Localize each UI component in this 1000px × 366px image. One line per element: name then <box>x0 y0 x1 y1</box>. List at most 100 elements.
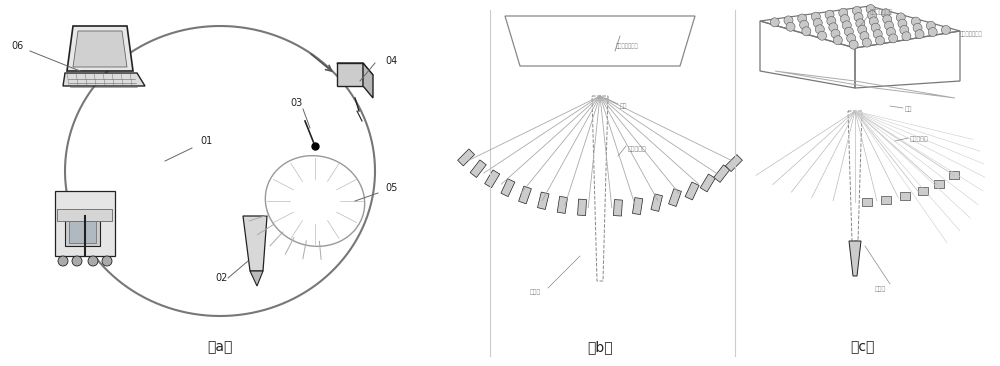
Circle shape <box>928 27 937 37</box>
Text: 成像平面大范围: 成像平面大范围 <box>960 31 983 37</box>
Circle shape <box>856 19 865 28</box>
Circle shape <box>825 10 834 19</box>
Circle shape <box>88 256 98 266</box>
Circle shape <box>844 27 853 36</box>
Polygon shape <box>725 154 742 172</box>
Circle shape <box>852 7 861 15</box>
Text: 成像阵元组: 成像阵元组 <box>628 146 647 152</box>
Circle shape <box>72 256 82 266</box>
Circle shape <box>915 30 924 39</box>
Polygon shape <box>700 174 715 192</box>
Circle shape <box>786 22 795 31</box>
Circle shape <box>896 13 905 22</box>
Polygon shape <box>578 199 587 216</box>
Polygon shape <box>651 194 663 212</box>
Polygon shape <box>250 271 263 286</box>
Circle shape <box>873 30 882 38</box>
Polygon shape <box>63 73 145 86</box>
Bar <box>55 191 115 256</box>
Circle shape <box>833 36 842 45</box>
Circle shape <box>770 18 779 27</box>
Circle shape <box>883 15 892 24</box>
Text: 发射: 发射 <box>905 107 912 112</box>
Circle shape <box>815 25 824 34</box>
Circle shape <box>827 16 836 26</box>
Circle shape <box>849 40 858 49</box>
Circle shape <box>941 26 950 34</box>
Text: 发射: 发射 <box>620 104 628 109</box>
Polygon shape <box>501 179 515 197</box>
Polygon shape <box>685 182 699 200</box>
Circle shape <box>818 31 827 40</box>
Text: 05: 05 <box>385 183 397 193</box>
Circle shape <box>813 18 822 27</box>
Circle shape <box>831 29 840 38</box>
Polygon shape <box>363 63 373 98</box>
Bar <box>57 209 112 221</box>
Circle shape <box>876 36 885 45</box>
Text: 成像束: 成像束 <box>530 290 541 295</box>
Polygon shape <box>613 199 622 216</box>
Circle shape <box>840 15 849 23</box>
Text: （a）: （a） <box>207 340 233 354</box>
Polygon shape <box>949 171 959 179</box>
Bar <box>65 216 100 246</box>
Circle shape <box>798 14 807 23</box>
Text: （c）: （c） <box>850 340 874 354</box>
Circle shape <box>802 27 811 36</box>
Polygon shape <box>243 216 267 271</box>
Text: 成像束: 成像束 <box>875 287 886 292</box>
Circle shape <box>58 256 68 266</box>
Polygon shape <box>337 63 373 75</box>
Circle shape <box>842 21 851 30</box>
Circle shape <box>862 38 871 47</box>
Polygon shape <box>849 241 861 276</box>
Polygon shape <box>881 196 891 203</box>
Text: 06: 06 <box>12 41 24 51</box>
Polygon shape <box>934 180 944 188</box>
Circle shape <box>858 25 867 34</box>
Circle shape <box>902 32 911 41</box>
Text: 03: 03 <box>290 98 302 108</box>
Text: 02: 02 <box>215 273 227 283</box>
Polygon shape <box>470 160 486 178</box>
Circle shape <box>784 16 793 25</box>
Circle shape <box>847 34 856 43</box>
Text: 成像平面大范围: 成像平面大范围 <box>616 44 639 49</box>
Circle shape <box>102 256 112 266</box>
Circle shape <box>839 8 848 17</box>
Circle shape <box>866 4 875 14</box>
Circle shape <box>829 23 838 32</box>
Polygon shape <box>485 170 500 188</box>
Circle shape <box>854 12 863 22</box>
Text: 04: 04 <box>385 56 397 66</box>
Circle shape <box>885 21 894 30</box>
Circle shape <box>900 25 909 34</box>
Circle shape <box>881 9 890 18</box>
Text: 成像平面大范围: 成像平面大范围 <box>870 10 893 15</box>
Circle shape <box>926 21 935 30</box>
Polygon shape <box>67 26 133 71</box>
Circle shape <box>887 27 896 37</box>
Circle shape <box>860 31 869 41</box>
Polygon shape <box>669 189 681 206</box>
Circle shape <box>869 17 878 26</box>
Polygon shape <box>73 31 127 67</box>
Polygon shape <box>337 63 363 86</box>
Circle shape <box>913 23 922 32</box>
Text: 01: 01 <box>200 136 212 146</box>
Circle shape <box>868 11 877 20</box>
Text: （b）: （b） <box>587 340 613 354</box>
Text: 成像阵元组: 成像阵元组 <box>910 137 929 142</box>
Circle shape <box>811 12 820 21</box>
Circle shape <box>871 23 880 32</box>
Circle shape <box>898 19 907 28</box>
Polygon shape <box>918 187 928 195</box>
Polygon shape <box>632 198 643 214</box>
Circle shape <box>889 34 898 43</box>
Polygon shape <box>714 165 730 182</box>
Circle shape <box>911 17 920 26</box>
Polygon shape <box>537 192 549 209</box>
Polygon shape <box>557 197 568 213</box>
Polygon shape <box>519 186 531 204</box>
